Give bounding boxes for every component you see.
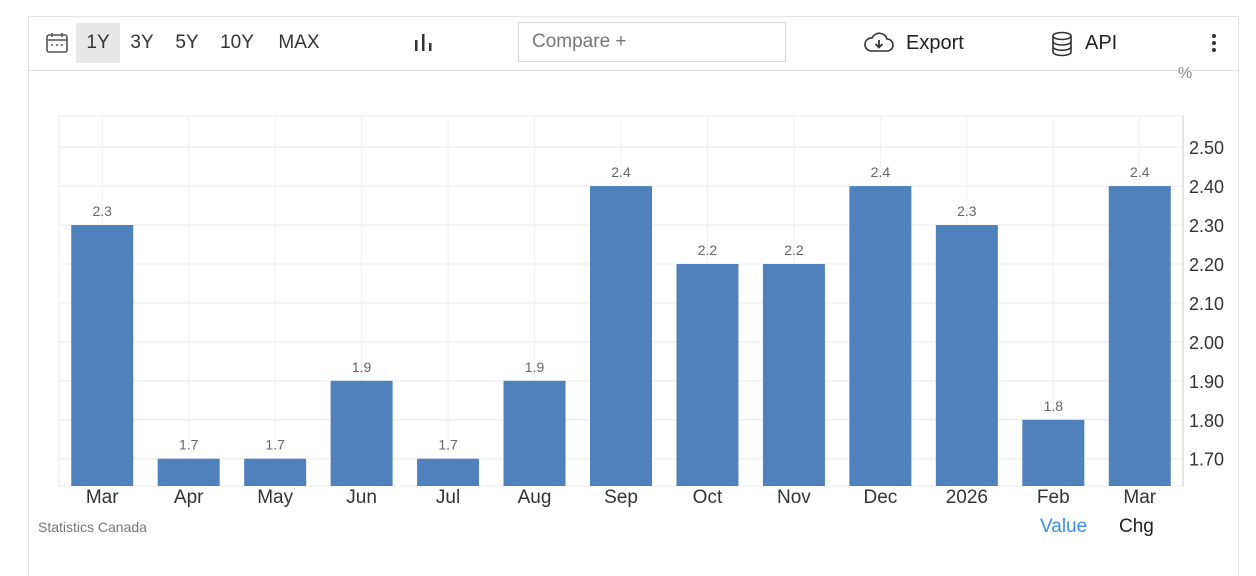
- bar: [244, 458, 307, 486]
- bar: [676, 264, 739, 486]
- x-tick-label: 2026: [946, 487, 988, 508]
- y-tick-label: 1.90: [1189, 372, 1224, 392]
- y-tick-label: 2.40: [1189, 177, 1224, 197]
- bar: [417, 458, 480, 486]
- export-label: Export: [906, 32, 964, 54]
- x-tick-label: Mar: [86, 487, 119, 508]
- bar: [935, 225, 998, 487]
- bar: [590, 186, 652, 486]
- calendar-icon[interactable]: [45, 31, 69, 55]
- compare-input[interactable]: Compare +: [518, 22, 786, 62]
- database-icon: [1052, 31, 1072, 57]
- data-label: 2.3: [92, 203, 112, 219]
- y-tick-label: 2.20: [1189, 255, 1224, 275]
- x-tick-label: May: [257, 487, 293, 508]
- y-tick-label: 2.00: [1189, 333, 1224, 353]
- chart-widget: 1Y 3Y 5Y 10Y MAX Compare + Export: [28, 16, 1239, 576]
- bar-chart-icon[interactable]: [413, 31, 435, 53]
- data-label: 1.7: [265, 437, 285, 453]
- value-toggle-button[interactable]: Value: [1040, 516, 1088, 537]
- data-label: 2.4: [611, 164, 631, 180]
- chg-toggle-button[interactable]: Chg: [1119, 516, 1154, 537]
- range-1y-button[interactable]: 1Y: [76, 23, 120, 63]
- x-tick-label: Jul: [436, 487, 460, 508]
- bar: [1022, 419, 1085, 486]
- bar: [71, 225, 134, 487]
- y-tick-label: 2.30: [1189, 216, 1224, 236]
- range-10y-button[interactable]: 10Y: [220, 32, 254, 53]
- data-label: 2.4: [871, 164, 891, 180]
- x-tick-label: Jun: [346, 487, 377, 508]
- data-label: 2.3: [957, 203, 977, 219]
- cloud-download-icon: [864, 32, 894, 52]
- data-label: 2.4: [1130, 164, 1150, 180]
- range-3y-button[interactable]: 3Y: [130, 32, 154, 53]
- data-label: 1.9: [352, 359, 372, 375]
- range-max-button[interactable]: MAX: [278, 32, 320, 53]
- y-tick-label: 1.80: [1189, 411, 1224, 431]
- bar: [1108, 186, 1171, 486]
- chart-toolbar: 1Y 3Y 5Y 10Y MAX Compare + Export: [29, 17, 1238, 71]
- unit-label: %: [1178, 65, 1193, 82]
- x-tick-label: Dec: [863, 487, 897, 508]
- data-label: 1.7: [438, 437, 458, 453]
- data-label: 1.8: [1044, 398, 1064, 414]
- y-tick-label: 1.70: [1189, 450, 1224, 470]
- data-label: 2.2: [784, 242, 804, 258]
- x-tick-label: Aug: [518, 487, 552, 508]
- bar: [849, 186, 912, 486]
- x-tick-label: Sep: [604, 487, 638, 508]
- data-label: 1.9: [525, 359, 545, 375]
- api-label: API: [1085, 32, 1118, 54]
- bar: [503, 380, 566, 486]
- x-tick-label: Oct: [693, 487, 723, 508]
- more-options-icon[interactable]: [1202, 31, 1226, 55]
- x-tick-label: Apr: [174, 487, 204, 508]
- x-tick-label: Feb: [1037, 487, 1070, 508]
- x-tick-label: Mar: [1123, 487, 1156, 508]
- data-label: 2.2: [698, 242, 718, 258]
- range-5y-button[interactable]: 5Y: [175, 32, 199, 53]
- source-label: Statistics Canada: [38, 519, 147, 535]
- bar: [762, 264, 825, 486]
- y-tick-label: 2.10: [1189, 294, 1224, 314]
- x-tick-label: Nov: [777, 487, 811, 508]
- bar: [330, 380, 393, 486]
- y-tick-label: 2.50: [1189, 138, 1224, 158]
- bar-chart: 1.70 1.80 1.90 2.00 2.10 2.20 2.30 2.40 2.50 2.3 M…: [58, 115, 1224, 508]
- bar: [157, 458, 220, 486]
- data-label: 1.7: [179, 437, 199, 453]
